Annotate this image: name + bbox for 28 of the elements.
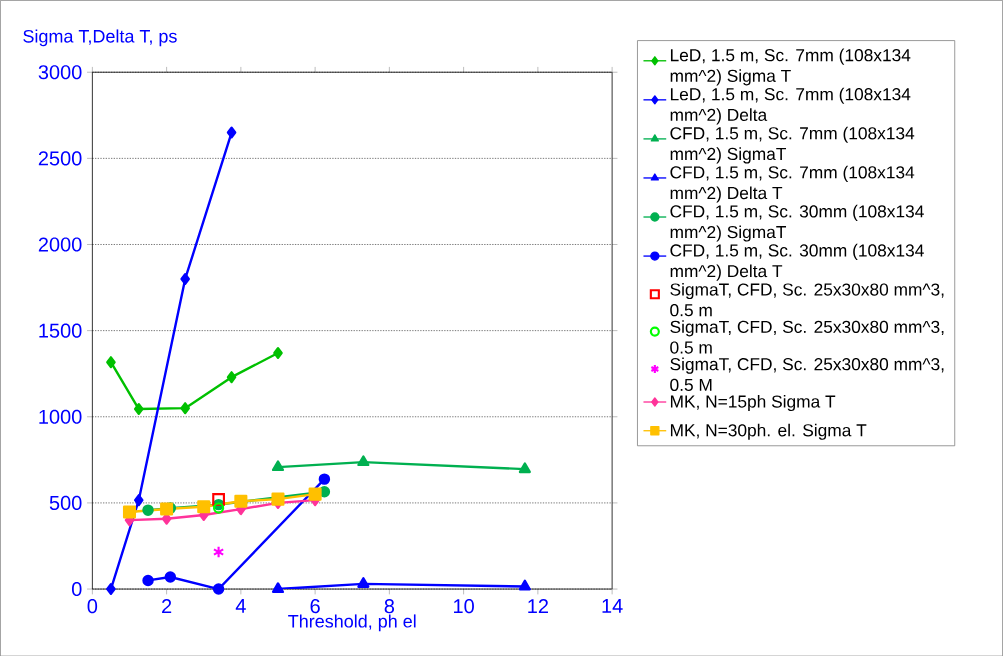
- legend-label: MK, N=15ph Sigma T: [670, 394, 836, 411]
- legend-label: LeD, 1.5 m, Sc. 7mm (108x134 mm^2) Sigma T: [670, 48, 911, 86]
- legend-label: SigmaT, CFD, Sc. 25x30x80 mm^3, 0.5 m: [670, 282, 944, 317]
- legend-label: SigmaT, CFD, Sc. 25x30x80 mm^3, 0.5 m: [670, 320, 944, 354]
- legend-label: CFD, 1.5 m, Sc. 7mm (108x134 mm^2) SigmaT: [670, 126, 915, 164]
- legend-label: CFD, 1.5 m, Sc. 7mm (108x134 mm^2) Delta T: [670, 165, 915, 203]
- y-tick-label: 3000: [38, 64, 82, 80]
- x-tick-label: 10: [454, 598, 474, 613]
- legend-label: CFD, 1.5 m, Sc. 30mm (108x134 mm^2) SigmaT: [670, 204, 924, 242]
- x-tick-label: 14: [602, 598, 623, 613]
- y-tick-label: 1000: [39, 409, 82, 424]
- x-tick-label: 8: [384, 598, 395, 613]
- x-tick-label: 0: [87, 598, 98, 613]
- legend-label: SigmaT, CFD, Sc. 25x30x80 mm^3, 0.5 M: [670, 357, 944, 391]
- y-tick-label: 1500: [39, 323, 82, 338]
- y-axis-title: Sigma T,Delta T, ps: [23, 29, 177, 46]
- x-tick-label: 2: [162, 598, 172, 613]
- y-tick-label: 2000: [38, 237, 82, 252]
- legend-label: MK, N=30ph. el. Sigma T: [670, 423, 867, 440]
- x-tick-label: 6: [310, 598, 320, 613]
- y-tick-label: 2500: [38, 151, 82, 166]
- x-tick-label: 4: [235, 598, 246, 613]
- x-axis-title: Threshold, ph el: [288, 614, 416, 631]
- legend-label: LeD, 1.5 m, Sc. 7mm (108x134 mm^2) Delta: [670, 87, 911, 125]
- x-tick-label: 12: [528, 598, 548, 613]
- legend-label: CFD, 1.5 m, Sc. 30mm (108x134 mm^2) Delta T: [670, 243, 924, 281]
- y-tick-label: 0: [71, 581, 82, 596]
- y-tick-label: 500: [49, 495, 82, 510]
